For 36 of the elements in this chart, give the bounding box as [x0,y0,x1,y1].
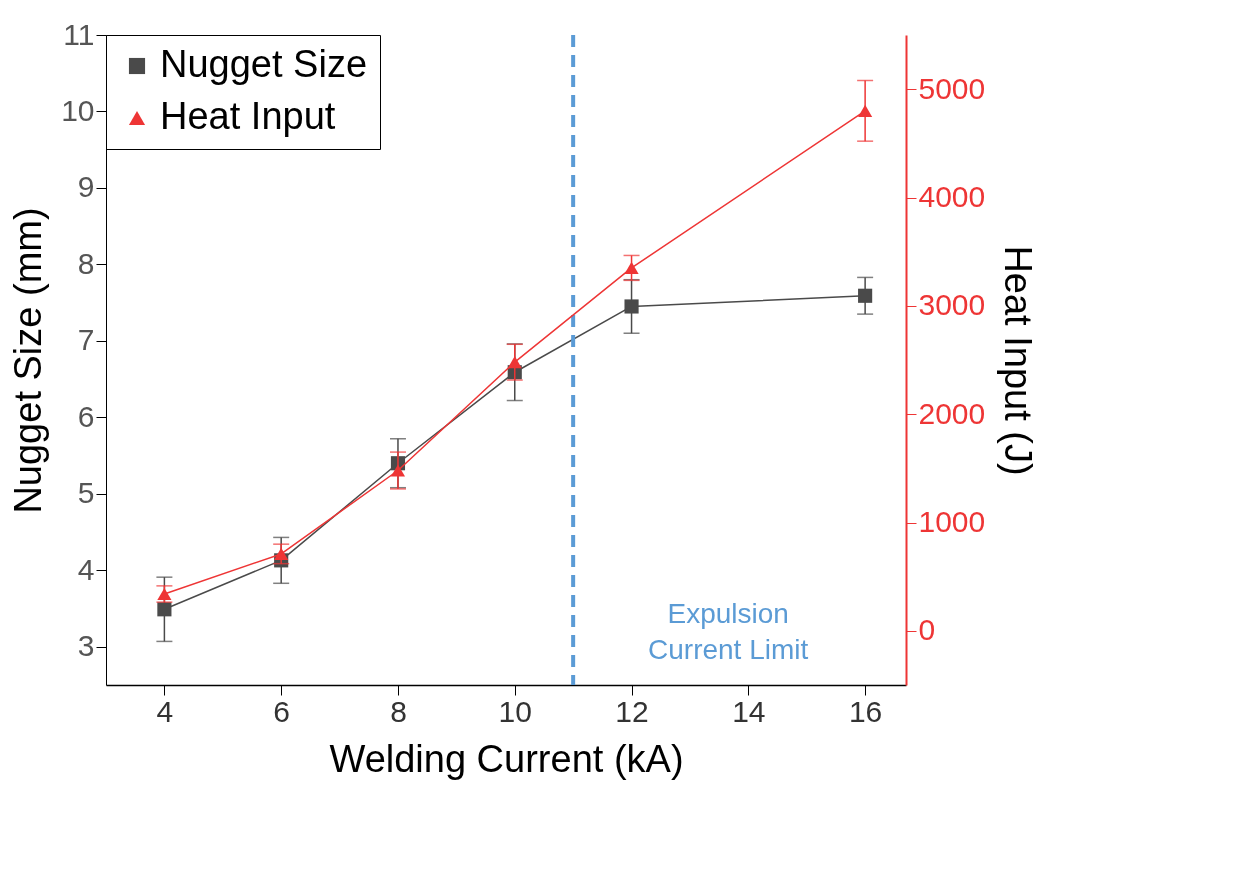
y2-tick-label: 3000 [918,288,986,322]
y2-tick-label: 0 [918,613,936,647]
x-tick-label: 4 [156,694,174,728]
point [624,261,639,275]
y-tick-label: 8 [77,246,95,280]
ref-line-label: Expulsion Current Limit [648,598,809,665]
y2-axis-title: Heat Input (J) [997,245,1040,476]
y2-tick-label: 4000 [918,180,986,213]
y-tick-label: 4 [77,552,95,586]
y-axis-title: Nugget Size (mm) [7,207,50,514]
y-tick-label: 7 [77,323,95,357]
y2-tick-label: 1000 [918,505,986,538]
x-tick-label: 14 [732,694,766,728]
point [507,356,522,369]
point [274,547,289,561]
point [858,288,873,303]
point [858,104,873,117]
x-tick-label: 16 [848,694,883,728]
legend-label: Nugget Size [160,43,368,85]
x-axis-title: Welding Current (kA) [329,737,684,780]
point [624,299,639,314]
y-tick-label: 11 [63,17,95,51]
point [390,464,406,477]
y-tick-label: 5 [77,476,95,510]
y2-tick-label: 5000 [918,71,986,105]
legend-label: Heat Input [160,95,336,137]
x-tick-label: 6 [273,694,291,728]
y-tick-label: 10 [61,93,95,127]
point [157,602,172,617]
x-tick-label: 12 [615,694,649,728]
x-tick-label: 8 [390,694,407,728]
y-tick-label: 9 [77,170,95,204]
x-tick-label: 10 [498,694,532,728]
y2-tick-label: 2000 [918,396,986,430]
y-tick-label: 3 [77,629,95,663]
y-tick-label: 6 [77,399,95,433]
